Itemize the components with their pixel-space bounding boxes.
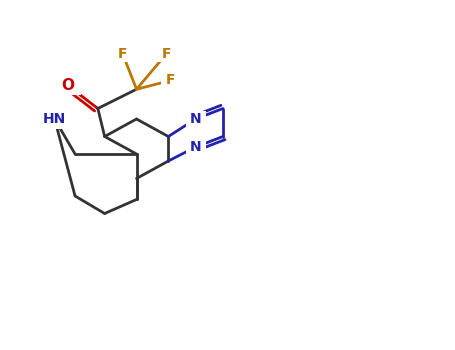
Text: F: F	[118, 47, 127, 61]
Text: N: N	[190, 112, 202, 126]
FancyBboxPatch shape	[113, 46, 132, 62]
FancyBboxPatch shape	[34, 109, 75, 129]
FancyBboxPatch shape	[56, 77, 81, 95]
FancyBboxPatch shape	[186, 111, 206, 127]
Text: F: F	[162, 47, 171, 61]
Text: F: F	[166, 74, 175, 88]
FancyBboxPatch shape	[157, 46, 176, 62]
FancyBboxPatch shape	[161, 72, 180, 89]
Text: N: N	[190, 140, 202, 154]
Text: HN: HN	[43, 112, 66, 126]
Text: O: O	[62, 78, 75, 93]
FancyBboxPatch shape	[186, 139, 206, 155]
